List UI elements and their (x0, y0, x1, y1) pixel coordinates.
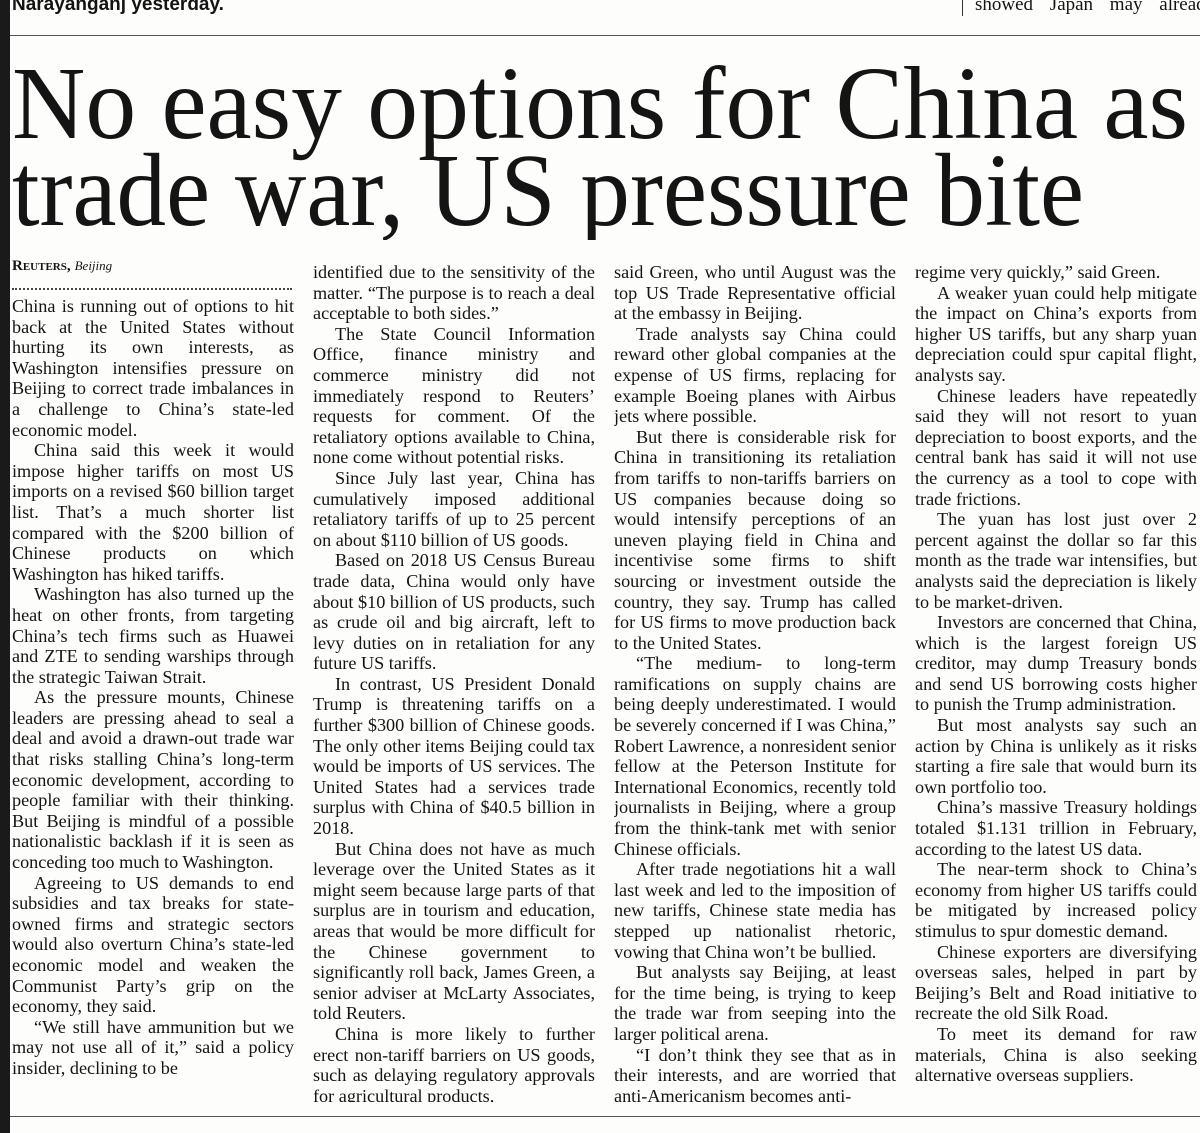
paragraph: Based on 2018 US Census Bureau trade dat… (313, 550, 595, 674)
paragraph: regime very quickly,” said Green. (915, 262, 1161, 282)
agency: Reuters, (12, 258, 71, 274)
column: regime very quickly,” said Green. A weake… (915, 262, 1197, 1102)
paragraph: After trade negotiations hit a wall last… (614, 859, 896, 962)
paragraph: Washington has also turned up the heat o… (12, 584, 294, 687)
divider (962, 0, 963, 16)
location: Beijing (74, 258, 113, 273)
column: China is running out of options to hit b… (12, 296, 294, 1102)
paragraph: But most analysts say such an action by … (915, 715, 1197, 797)
paragraph: But China does not have as much leverage… (313, 838, 595, 1024)
paragraph: The near-term shock to China’s economy f… (915, 859, 1197, 941)
rule (10, 35, 1200, 36)
paragraph: “I don’t think they see that as in their… (614, 1044, 896, 1102)
paragraph: To meet its demand for raw materials, Ch… (915, 1023, 1197, 1086)
paragraph: In contrast, US President Donald Trump i… (313, 673, 595, 839)
byline: Reuters, Beijing (12, 258, 112, 275)
headline-line: trade war, US pressure bite (12, 133, 1084, 240)
top-right-text: showed Japan may alread (975, 0, 1200, 15)
paragraph: The State Council Information Office, fi… (313, 323, 595, 468)
paragraph: China said this week it would impose hig… (12, 440, 294, 584)
column: said Green, who until August was the top… (614, 262, 896, 1102)
paragraph: Agreeing to US demands to end subsidies … (12, 872, 294, 1017)
paragraph: Chinese leaders have repeatedly said the… (915, 385, 1197, 509)
edge-bar (0, 0, 10, 1133)
paragraph: Since July last year, China has cumulati… (313, 467, 595, 550)
column: identified due to the sensitivity of the… (313, 262, 595, 1102)
headline: No easy options for China as trade war, … (12, 46, 1188, 240)
paragraph: “We still have ammunition but we may not… (12, 1016, 294, 1078)
paragraph: identified due to the sensitivity of the… (313, 262, 595, 324)
paragraph: China is running out of options to hit b… (12, 296, 294, 440)
paragraph: China’s massive Treasury holdings totale… (915, 797, 1197, 859)
paragraph: China is more likely to further erect no… (313, 1023, 595, 1102)
paragraph: Chinese exporters are diversifying overs… (915, 941, 1197, 1024)
paragraph: Investors are concerned that China, whic… (915, 612, 1197, 715)
paragraph: As the pressure mounts, Chinese leaders … (12, 687, 294, 873)
paragraph: But analysts say Beijing, at least for t… (614, 962, 896, 1044)
paragraph: The yuan has lost just over 2 percent ag… (915, 509, 1197, 612)
paragraph: But there is considerable risk for China… (614, 426, 896, 653)
paragraph: A weaker yuan could help mitigate the im… (915, 282, 1197, 385)
headline-line: No easy options for China as (12, 46, 1188, 161)
paragraph: “The medium- to long-term ramifications … (614, 653, 896, 859)
paragraph: Trade analysts say China could reward ot… (614, 323, 896, 427)
paragraph: said Green, who until August was the top… (614, 262, 896, 324)
dotted-rule (12, 288, 292, 290)
top-left-text: Narayanganj yesterday. (12, 0, 224, 15)
rule (10, 1116, 1200, 1117)
